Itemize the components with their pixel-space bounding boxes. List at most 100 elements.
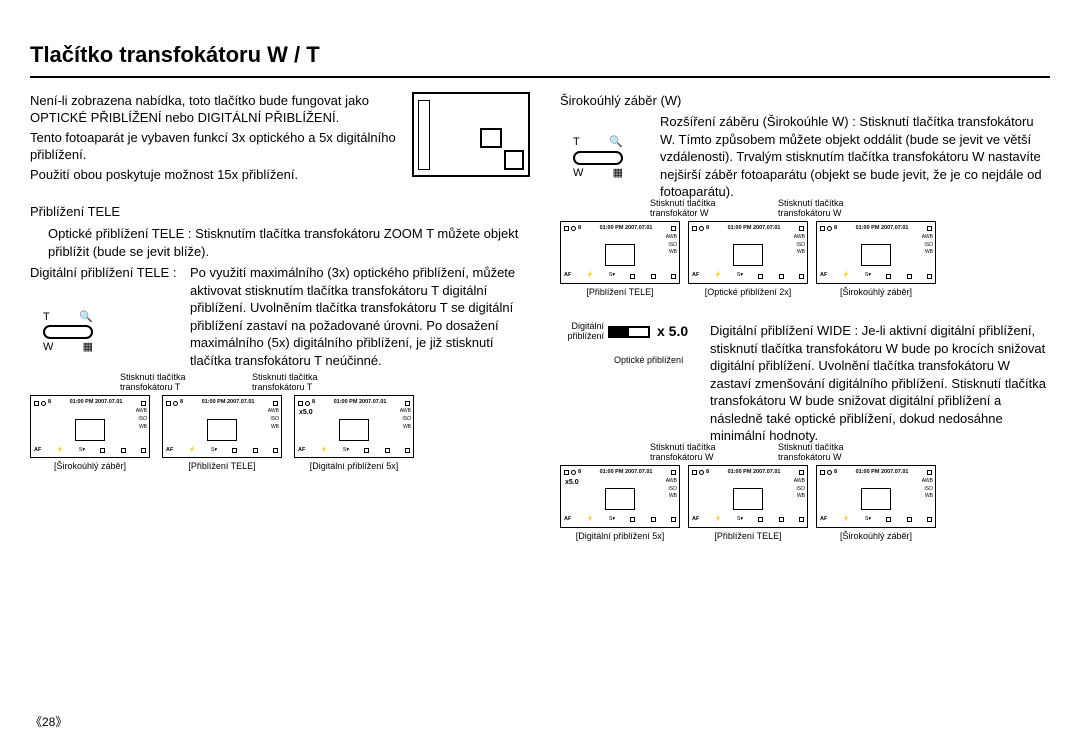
caption-opt2x: [Optické přiblížení 2x] [688,286,808,298]
flash-icon: ⚡ [843,516,850,523]
timer-icon: S▾ [737,272,743,279]
battery-icon: 8 [834,225,837,232]
zoom-5x-label: x5.0 [565,478,579,487]
lcd-right-icons: AWBISOWB [400,408,411,430]
press-W-note-4: Stisknutí tlačítka transfokátoru W [778,443,848,463]
battery-icon: 8 [578,225,581,232]
wide-opt-label: Rozšíření záběru (Širokoúhle W) : [660,114,856,129]
lcd-tele-r: Stisknutí tlačítka transfokátor W 801:00… [560,221,680,298]
lcd-wide-r: 8 01:00 PM 2007.07.01 AWBISOWB AF ⚡ S▾ [Šir… [816,221,936,298]
flash-icon: ⚡ [587,516,594,523]
press-T-note-1: Stisknutí tlačítka transfokátoru T [120,373,190,393]
timer-icon: S▾ [865,516,871,523]
lcd-time: 01:00 PM 2007.07.01 [202,399,255,406]
camera-top-illustration [412,92,530,177]
timer-icon: S▾ [865,272,871,279]
tele-optical: Optické přiblížení TELE : Stisknutím tla… [48,225,530,260]
battery-icon: 8 [48,399,51,406]
lcd-right-icons: AWBISOWB [666,234,677,256]
af-label: AF [692,516,699,523]
lcd-time: 01:00 PM 2007.07.01 [856,225,909,232]
lcd-wide: Stisknutí tlačítka transfokátoru T 801:0… [30,395,150,472]
zoom-W-label: W [43,340,53,355]
lcd-time: 01:00 PM 2007.07.01 [600,469,653,476]
press-W-note-2: Stisknutí tlačítka transfokátoru W [778,199,848,219]
battery-icon: 8 [578,469,581,476]
lcd-opt2x: Stisknutí tlačítka transfokátoru W 801:0… [688,221,808,298]
intro-p3: Použití obou poskytuje možnost 15x přibl… [30,166,398,184]
zoom-W-label: W [573,166,583,181]
timer-icon: S▾ [211,447,217,454]
timer-icon: S▾ [609,272,615,279]
lcd-time: 01:00 PM 2007.07.01 [728,469,781,476]
left-column: Není-li zobrazena nabídka, toto tlačítko… [30,92,530,542]
timer-icon: S▾ [79,447,85,454]
battery-icon: 8 [706,469,709,476]
caption-wide: [Širokoúhlý záběr] [816,530,936,542]
af-label: AF [34,447,41,454]
grid-icon: ▦ [613,166,623,181]
caption-wide: [Širokoúhlý záběr] [816,286,936,298]
tele-heading: Přiblížení TELE [30,203,530,221]
af-label: AF [298,447,305,454]
intro-p1: Není-li zobrazena nabídka, toto tlačítko… [30,92,398,127]
lcd-wide-r2: 801:00 PM 2007.07.01 AWBISOWB AF⚡S▾ [Šir… [816,465,936,542]
timer-icon: S▾ [609,516,615,523]
af-label: AF [564,516,571,523]
flash-icon: ⚡ [715,516,722,523]
lcd-time: 01:00 PM 2007.07.01 [334,399,387,406]
lcd-tele-r2: Stisknutí tlačítka transfokátoru W 801:0… [688,465,808,542]
tele-opt-label: Optické přiblížení TELE : [48,226,192,241]
zoom-T-label: T [573,135,580,150]
intro-p2: Tento fotoaparát je vybaven funkcí 3x op… [30,129,398,164]
lcd-dig5x-r: Stisknutí tlačítka transfokátoru W 801:0… [560,465,680,542]
lcd-time: 01:00 PM 2007.07.01 [600,225,653,232]
caption-tele: [Přiblížení TELE] [162,460,282,472]
flash-icon: ⚡ [843,272,850,279]
timer-icon: S▾ [343,447,349,454]
caption-wide: [Širokoúhlý záběr] [30,460,150,472]
zoom-5x-label: x5.0 [299,408,313,417]
page-title: Tlačítko transfokátoru W / T [30,40,1050,78]
grid-icon: ▦ [83,340,93,355]
scale-value: x 5.0 [657,322,688,341]
af-label: AF [564,272,571,279]
digital-zoom-label: Digitální přiblížení [560,322,604,342]
press-T-note-2: Stisknutí tlačítka transfokátoru T [252,373,322,393]
af-label: AF [166,447,173,454]
zoom-scale-illustration: Digitální přiblížení x 5.0 Optické přibl… [560,322,700,366]
flash-icon: ⚡ [189,447,196,454]
press-W-note-3: Stisknutí tlačítka transfokátoru W [650,443,720,463]
battery-icon: 8 [706,225,709,232]
caption-tele: [Přiblížení TELE] [560,286,680,298]
lcd-time: 01:00 PM 2007.07.01 [856,469,909,476]
tele-dig-text: Po využití maximálního (3x) optického př… [190,264,530,369]
lcd-tele: Stisknutí tlačítka transfokátoru T 801:0… [162,395,282,472]
lcd-right-icons: AWBISOWB [794,234,805,256]
battery-icon: 8 [834,469,837,476]
right-column: Širokoúhlý záběr (W) T 🔍 W ▦ Rozšíření záb… [560,92,1050,542]
press-W-note-1: Stisknutí tlačítka transfokátor W [650,199,720,219]
magnify-icon: 🔍 [79,310,93,325]
lcd-right-icons: AWBISOWB [136,408,147,430]
zoom-rocker-illustration-2: T 🔍 W ▦ [572,135,624,181]
lcd-right-icons: AWBISOWB [794,478,805,500]
magnify-icon: 🔍 [609,135,623,150]
flash-icon: ⚡ [587,272,594,279]
flash-icon: ⚡ [715,272,722,279]
battery-icon: 8 [312,399,315,406]
flash-icon: ⚡ [57,447,64,454]
af-label: AF [820,272,827,279]
page-number: 《28》 [30,714,67,730]
zoom-rocker-illustration: T 🔍 W ▦ [42,310,94,356]
lcd-time: 01:00 PM 2007.07.01 [728,225,781,232]
lcd-time: 01:00 PM 2007.07.01 [70,399,123,406]
caption-dig5x: [Digitální přiblížení 5x] [560,530,680,542]
lcd-dig5x: 8 01:00 PM 2007.07.01 x5.0 AWBISOWB AF ⚡ S▾… [294,395,414,472]
af-label: AF [820,516,827,523]
lcd-right-icons: AWBISOWB [666,478,677,500]
zoom-T-label: T [43,310,50,325]
wide-heading: Širokoúhlý záběr (W) [560,92,1050,110]
flash-icon: ⚡ [321,447,328,454]
lcd-right-icons: AWBISOWB [922,234,933,256]
